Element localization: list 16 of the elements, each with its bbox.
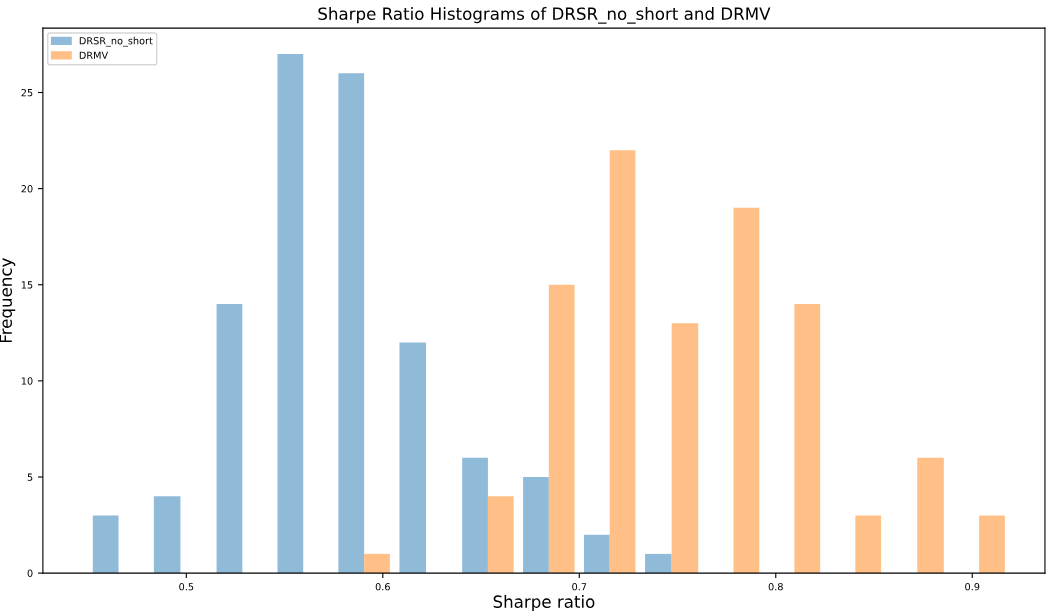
- x-tick-label: 0.5: [179, 583, 194, 591]
- y-tick-label: 5: [27, 473, 33, 481]
- y-tick-label: 25: [21, 88, 33, 97]
- x-tick-label: 0.9: [965, 583, 980, 591]
- legend-label: DRMV: [79, 51, 109, 59]
- x-tick-label: 0.6: [375, 583, 390, 591]
- chart-title: Sharpe Ratio Histograms of DRSR_no_short and DRMV: [318, 7, 771, 24]
- y-tick-label: 15: [21, 281, 33, 289]
- x-tick-label: 0.8: [768, 583, 783, 591]
- x-axis-title: Sharpe ratio: [493, 595, 595, 611]
- y-tick-label: 10: [21, 377, 33, 385]
- y-tick-label: 20: [21, 185, 33, 193]
- y-tick-label: 0: [27, 569, 33, 577]
- legend-label: DRSR_no_short: [79, 36, 153, 47]
- y-axis-title: Frequency: [0, 258, 16, 343]
- x-tick-label: 0.7: [572, 583, 587, 591]
